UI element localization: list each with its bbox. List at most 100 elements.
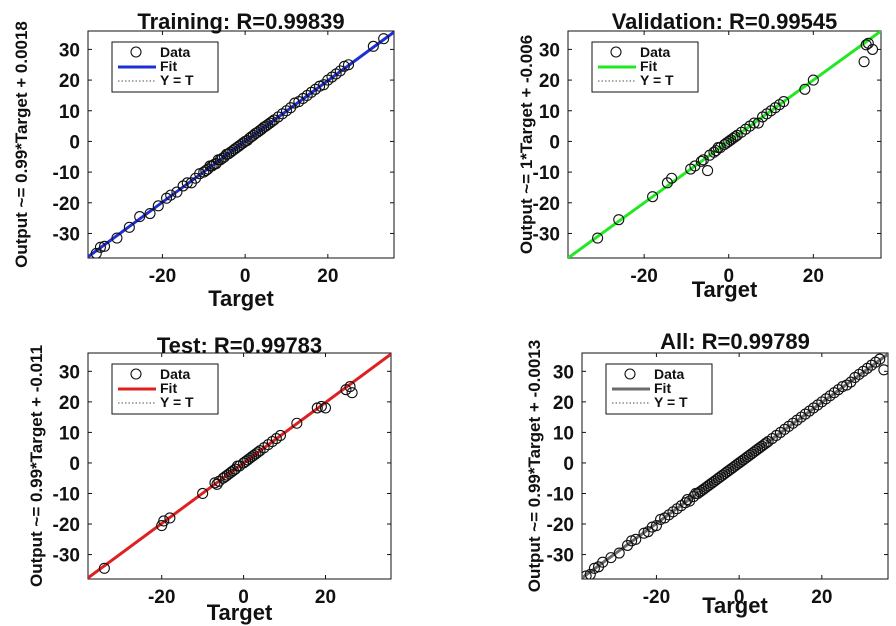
data-point [878,364,888,376]
x-axis-label: Target [208,286,274,311]
y-tick-label: 10 [59,423,80,444]
x-axis-label: Target [692,277,758,302]
data-point [592,232,604,244]
y-tick-label: 30 [59,40,80,61]
y-tick-label: -30 [547,546,574,567]
y-tick-label: 20 [539,71,560,92]
y-tick-label: 0 [563,454,574,475]
data-point [319,402,332,414]
x-axis-label: Target [207,600,273,625]
legend-data-marker [624,368,636,380]
y-tick-label: -20 [53,515,80,536]
data-point [613,547,625,559]
legend-label: Fit [654,380,671,396]
data-point [94,241,106,253]
legend-label: Data [160,44,191,60]
legend-label: Fit [160,58,177,74]
y-tick-label: 0 [69,454,80,475]
legend-label: Y = T [160,72,194,88]
data-point [378,33,390,45]
y-tick-label: 10 [59,102,80,123]
data-point [807,74,819,86]
y-tick-label: 20 [59,393,80,414]
x-axis-label: Target [702,593,768,618]
data-point [98,562,110,574]
chart-title: Validation: R=0.99545 [612,9,838,34]
y-tick-label: 30 [59,362,80,383]
x-tick-label: -20 [148,587,175,608]
x-tick-label: 0 [723,266,734,287]
chart-title: Training: R=0.99839 [137,9,344,34]
y-tick-label: -20 [533,194,560,215]
legend-label: Fit [640,58,657,74]
y-tick-label: -30 [53,546,80,567]
y-tick-label: 0 [69,132,80,153]
y-tick-label: 30 [553,362,574,383]
x-tick-label: 0 [238,587,249,608]
data-point [702,165,714,177]
x-tick-label: 20 [803,266,824,287]
x-tick-label: -20 [149,266,176,287]
legend-data-marker [130,368,142,380]
data-point [367,40,379,52]
plot-area [88,353,391,579]
legend-label: Y = T [160,394,194,410]
data-point [666,172,678,184]
data-point [342,59,355,71]
data-point [123,221,135,233]
y-tick-label: 20 [59,71,80,92]
y-tick-label: -10 [53,484,80,505]
y-tick-label: 30 [539,40,560,61]
legend-label: Y = T [654,394,688,410]
x-tick-label: -20 [643,587,670,608]
data-point [799,83,811,95]
chart-title: All: R=0.99789 [660,329,810,354]
x-tick-label: -20 [630,266,657,287]
data-point [98,240,111,252]
data-point [111,232,123,244]
data-point [778,96,790,108]
y-tick-label: -10 [53,163,80,184]
data-point [171,186,183,198]
data-point [197,487,209,500]
legend-label: Data [160,366,191,382]
y-tick-label: 0 [549,132,560,153]
data-point [647,191,659,203]
y-tick-label: 10 [539,102,560,123]
y-tick-label: -10 [533,163,560,184]
data-point [584,568,596,579]
data-point [630,533,642,545]
y-tick-label: -20 [53,194,80,215]
data-point [681,494,693,506]
data-point [650,520,662,532]
y-tick-label: -30 [533,224,560,245]
data-point [874,353,886,365]
data-point [695,155,707,167]
data-point [291,417,303,429]
plot-area [568,31,881,258]
y-tick-label: 20 [553,393,574,414]
data-point [344,381,356,393]
chart-title: Test: R=0.99783 [157,333,322,358]
legend-data-marker [610,46,622,58]
data-point [152,200,164,212]
legend-label: Data [640,44,671,60]
data-point [748,117,760,129]
data-point [181,177,193,189]
y-axis-label: Output ~= 0.99*Target + -0.011 [27,345,46,587]
data-point [752,117,764,129]
data-point [134,211,146,223]
data-point [862,37,874,49]
data-point [165,189,177,201]
x-tick-label: 20 [317,266,338,287]
y-tick-label: -30 [53,224,80,245]
